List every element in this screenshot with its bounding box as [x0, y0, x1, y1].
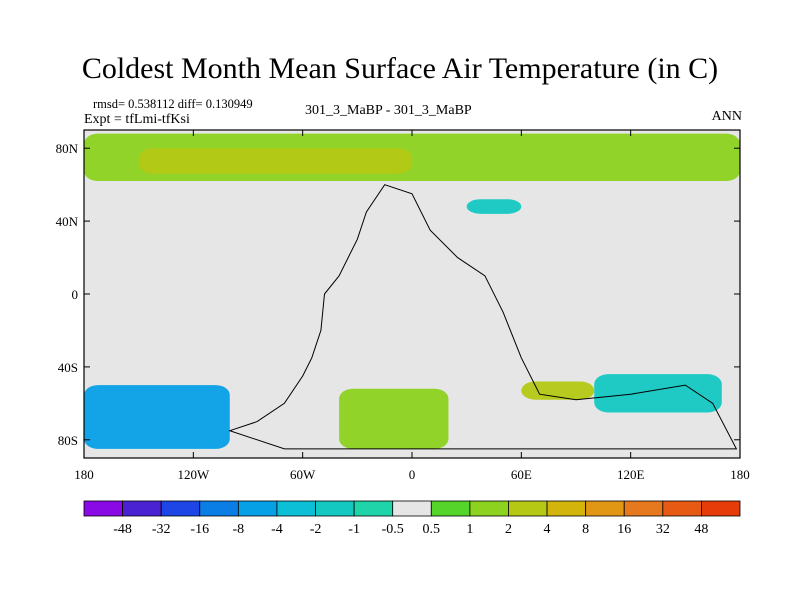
colorbar-swatch [83, 500, 123, 517]
stats-line: rmsd= 0.538112 diff= 0.130949 [93, 97, 253, 111]
y-tick-label: 40N [56, 214, 79, 229]
colorbar-label: 48 [694, 522, 708, 537]
region-southern-atlantic-warm [339, 388, 449, 449]
y-tick-label: 40S [58, 360, 78, 375]
colorbar-label: 8 [582, 522, 589, 537]
colorbar-label: -48 [113, 522, 132, 537]
x-tick-label: 180 [74, 467, 94, 482]
colorbar-swatch [546, 500, 587, 517]
region-southern-pacific-cool [84, 385, 230, 449]
colorbar-label: -1 [348, 522, 360, 537]
colorbar-label: 32 [656, 522, 670, 537]
colorbar-swatch [430, 500, 471, 517]
colorbar-swatch [237, 500, 278, 517]
experiment-label: Expt = tfLmi-tfKsi [84, 112, 190, 127]
region-southern-indian-warm [521, 381, 595, 400]
colorbar-swatch [662, 500, 702, 517]
colorbar-swatch [508, 500, 548, 517]
colorbar-swatch [392, 500, 432, 517]
x-tick-label: 60W [290, 467, 316, 482]
x-tick-label: 120W [177, 467, 210, 482]
colorbar-swatch [623, 500, 664, 517]
colorbar-label: -8 [233, 522, 245, 537]
colorbar-label: 16 [617, 522, 631, 537]
colorbar-swatch [276, 500, 316, 517]
colorbar-label: 0.5 [423, 522, 441, 537]
x-tick-label: 0 [409, 467, 416, 482]
colorbar-swatch [469, 500, 509, 517]
colorbar-swatch [160, 500, 201, 517]
colorbar-label: -4 [271, 522, 283, 537]
x-tick-label: 120E [617, 467, 645, 482]
colorbar-swatch [122, 500, 162, 517]
y-tick-label: 0 [72, 287, 79, 302]
colorbar-label: 2 [505, 522, 512, 537]
colorbar-swatch [199, 500, 239, 517]
colorbar-swatch [353, 500, 394, 517]
chart-title: Coldest Month Mean Surface Air Temperatu… [81, 52, 719, 85]
region-north-atlantic-cool [466, 199, 522, 214]
colorbar-label: 1 [466, 522, 473, 537]
colorbar-label: -16 [190, 522, 209, 537]
x-tick-label: 60E [511, 467, 532, 482]
colorbar-label: -2 [310, 522, 322, 537]
colorbar-label: 4 [544, 522, 551, 537]
region-arctic-core [138, 148, 412, 174]
colorbar-swatch [315, 500, 355, 517]
case-label: 301_3_MaBP - 301_3_MaBP [305, 103, 472, 118]
x-tick-label: 180 [730, 467, 750, 482]
region-southern-indian-cool [594, 374, 722, 413]
y-tick-label: 80S [58, 433, 78, 448]
season-label: ANN [711, 109, 742, 124]
colorbar-label: -32 [152, 522, 171, 537]
coastline-outline [228, 184, 738, 450]
colorbar-swatch [585, 500, 625, 517]
y-tick-label: 80N [56, 141, 79, 156]
colorbar-label: -0.5 [382, 522, 404, 537]
colorbar-swatch [701, 500, 741, 517]
